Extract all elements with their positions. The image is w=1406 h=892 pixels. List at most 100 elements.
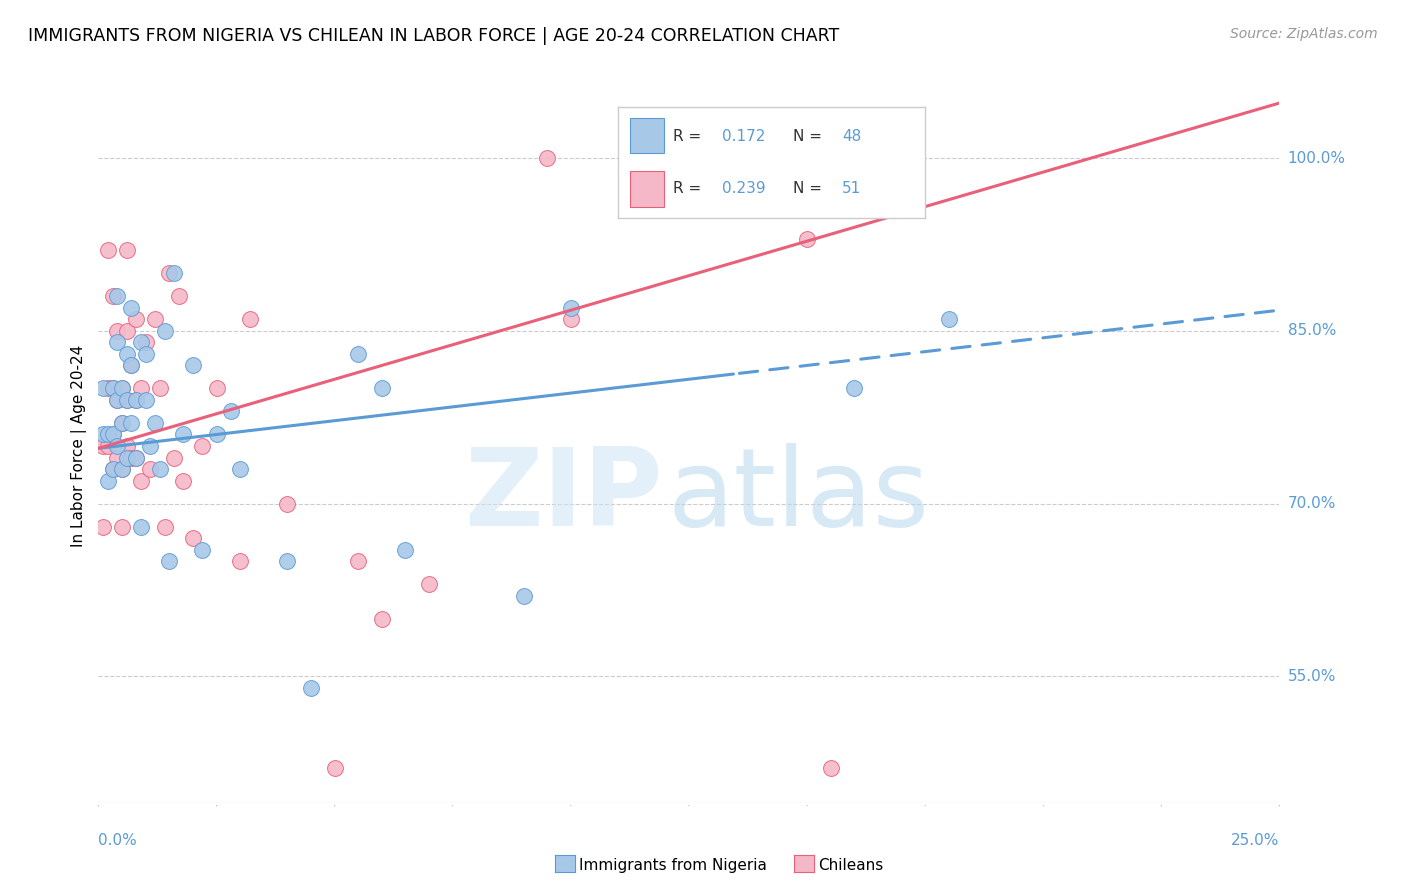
Point [149, 462, 172, 476]
Point [125, 312, 148, 326]
Point [299, 681, 322, 695]
Text: 55.0%: 55.0% [1288, 669, 1336, 683]
Point [347, 347, 370, 361]
Point [101, 427, 124, 442]
Point [371, 612, 394, 626]
Point [139, 439, 162, 453]
Point [121, 359, 143, 373]
Point [115, 244, 138, 258]
Point [143, 312, 166, 326]
Point [536, 151, 558, 165]
Point [139, 462, 162, 476]
Point [129, 381, 152, 395]
Point [101, 381, 124, 395]
Point [938, 312, 960, 326]
Point [105, 324, 128, 338]
Point [97, 439, 120, 453]
Point [796, 232, 818, 246]
Point [135, 335, 157, 350]
Point [347, 554, 370, 568]
Point [121, 301, 143, 315]
Point [323, 761, 346, 775]
Point [129, 335, 152, 350]
Point [135, 347, 157, 361]
Point [181, 531, 204, 545]
Point [229, 554, 252, 568]
Point [125, 450, 148, 465]
Text: 25.0%: 25.0% [1232, 833, 1279, 848]
Point [115, 450, 138, 465]
Point [101, 427, 124, 442]
Point [111, 462, 134, 476]
Point [844, 381, 866, 395]
Point [167, 289, 190, 303]
Point [560, 301, 582, 315]
Point [191, 439, 214, 453]
Point [143, 416, 166, 430]
Point [135, 392, 157, 407]
Point [105, 439, 128, 453]
Point [125, 392, 148, 407]
Point [115, 392, 138, 407]
Point [276, 554, 298, 568]
Point [820, 761, 842, 775]
Point [91, 519, 114, 533]
Point [105, 450, 128, 465]
Point [97, 381, 120, 395]
Point [97, 427, 120, 442]
Text: IMMIGRANTS FROM NIGERIA VS CHILEAN IN LABOR FORCE | AGE 20-24 CORRELATION CHART: IMMIGRANTS FROM NIGERIA VS CHILEAN IN LA… [28, 27, 839, 45]
Point [239, 312, 262, 326]
Point [105, 289, 128, 303]
Point [844, 151, 866, 165]
Point [115, 392, 138, 407]
Point [129, 519, 152, 533]
Point [276, 497, 298, 511]
Point [101, 462, 124, 476]
Point [157, 554, 180, 568]
Point [91, 439, 114, 453]
Point [229, 462, 252, 476]
Point [157, 266, 180, 280]
Point [153, 519, 176, 533]
Point [121, 416, 143, 430]
Y-axis label: In Labor Force | Age 20-24: In Labor Force | Age 20-24 [72, 345, 87, 547]
Point [101, 381, 124, 395]
Point [111, 519, 134, 533]
Text: Source: ZipAtlas.com: Source: ZipAtlas.com [1230, 27, 1378, 41]
Point [121, 359, 143, 373]
Point [205, 381, 228, 395]
Point [111, 462, 134, 476]
Point [560, 312, 582, 326]
Point [191, 542, 214, 557]
Text: atlas: atlas [668, 443, 929, 549]
Point [121, 450, 143, 465]
Point [115, 347, 138, 361]
Text: ZIP: ZIP [464, 443, 664, 549]
Point [111, 416, 134, 430]
Text: 0.0%: 0.0% [98, 833, 138, 848]
Point [181, 359, 204, 373]
Point [91, 381, 114, 395]
Point [101, 462, 124, 476]
Point [371, 381, 394, 395]
Point [111, 416, 134, 430]
Text: 100.0%: 100.0% [1288, 151, 1346, 166]
Point [205, 427, 228, 442]
Point [702, 151, 724, 165]
Point [105, 392, 128, 407]
Point [97, 244, 120, 258]
Point [172, 427, 194, 442]
Point [125, 392, 148, 407]
Point [105, 392, 128, 407]
Point [111, 381, 134, 395]
Point [163, 266, 186, 280]
Point [105, 335, 128, 350]
Point [101, 289, 124, 303]
Point [115, 439, 138, 453]
Point [129, 474, 152, 488]
Point [153, 324, 176, 338]
Point [111, 381, 134, 395]
Point [219, 404, 242, 418]
Point [172, 474, 194, 488]
Text: Chileans: Chileans [818, 858, 883, 872]
